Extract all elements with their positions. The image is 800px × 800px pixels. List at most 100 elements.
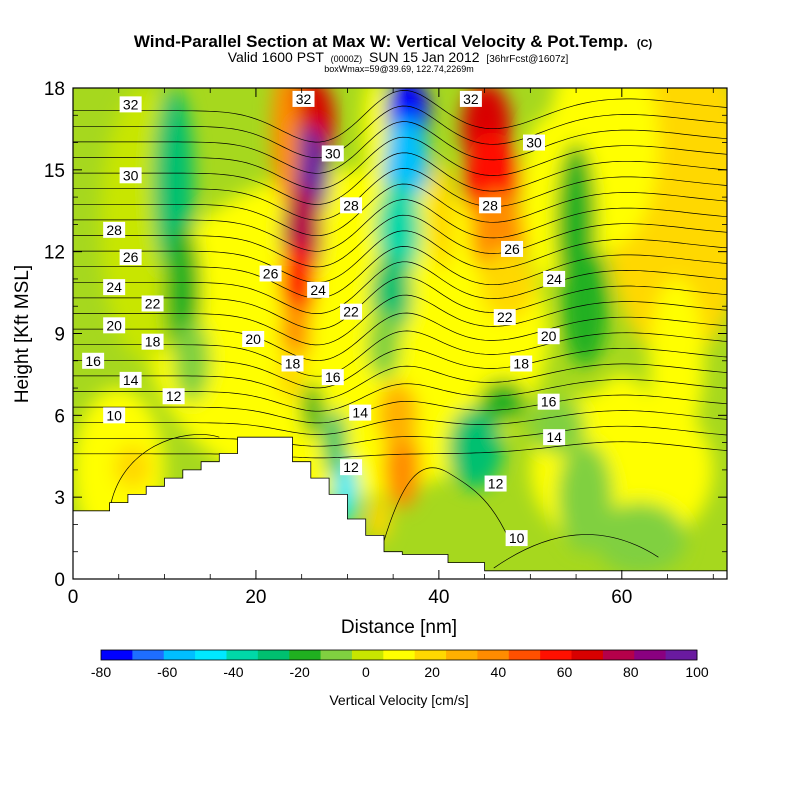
theta-label-text: 10 (509, 530, 525, 546)
theta-label-text: 26 (504, 241, 520, 257)
theta-label-text: 16 (325, 369, 341, 385)
theta-contour (73, 394, 727, 424)
theta-label-text: 28 (106, 222, 122, 238)
theta-contours (73, 90, 727, 569)
theta-label-text: 12 (166, 388, 182, 404)
theta-label-text: 32 (296, 91, 312, 107)
colorbar-tick-label: -60 (157, 664, 177, 680)
colorbar-label: Vertical Velocity [cm/s] (329, 692, 468, 708)
box-wmax-info: boxWmax=59@39.69, 122.74,2269m (324, 64, 473, 74)
colorbar-segment (602, 650, 635, 660)
colorbar-tick-label: 20 (424, 664, 440, 680)
theta-label-box (459, 90, 482, 107)
theta-label: 28 (479, 197, 502, 214)
theta-contour (73, 105, 727, 159)
y-tick-label: 9 (54, 325, 65, 346)
colorbar-tick-label: 0 (362, 664, 370, 680)
theta-label-box (141, 295, 164, 312)
theta-label: 18 (281, 355, 304, 372)
x-tick-label: 20 (245, 587, 266, 608)
theta-label-box (82, 352, 105, 369)
valid-date: SUN 15 Jan 2012 (369, 49, 480, 65)
theta-label-text: 24 (310, 282, 326, 298)
theta-label: 22 (493, 309, 516, 326)
theta-label-text: 18 (145, 334, 161, 350)
theta-label-box (119, 371, 142, 388)
theta-contour (73, 121, 727, 174)
x-tick-label: 60 (611, 587, 632, 608)
colorbar-segment (571, 650, 604, 660)
theta-label: 20 (537, 328, 560, 345)
theta-label-text: 12 (343, 459, 359, 475)
theta-label-box (281, 355, 304, 372)
theta-label-box (103, 221, 126, 238)
theta-contour (73, 294, 727, 346)
theta-label-text: 28 (482, 197, 498, 213)
colorbar: -80 -60 -40 -20 0 20 40 60 80 100 (91, 649, 709, 680)
theta-label: 18 (141, 333, 164, 350)
theta-contour (73, 90, 727, 143)
theta-label: 28 (340, 197, 363, 214)
y-tick-label: 18 (44, 79, 65, 100)
colorbar-tick-label: 100 (685, 664, 709, 680)
theta-label-text: 20 (106, 317, 122, 333)
colorbar-segment (289, 650, 322, 660)
theta-contour (73, 441, 727, 459)
theta-label-box (103, 317, 126, 334)
theta-label: 16 (82, 352, 105, 369)
theta-label-text: 26 (263, 265, 279, 281)
theta-labels: 3230282624222018161412103230282624222018… (82, 90, 566, 547)
colorbar-segment (540, 650, 573, 660)
x-tick-label: 0 (68, 587, 79, 608)
theta-label: 32 (292, 90, 315, 107)
colorbar-tick-label: -20 (290, 664, 310, 680)
theta-label: 18 (510, 355, 533, 372)
colorbar-segment (634, 650, 667, 660)
colorbar-segment (257, 650, 290, 660)
theta-label-text: 22 (145, 295, 161, 311)
theta-label-box (259, 265, 282, 282)
colorbar-tick-label: 60 (557, 664, 573, 680)
theta-label-box (103, 407, 126, 424)
x-tick-label: 40 (428, 587, 449, 608)
theta-label-box (484, 475, 507, 492)
theta-label-box (537, 393, 560, 410)
theta-contour (383, 467, 513, 547)
theta-contour (73, 312, 727, 361)
theta-label-box (307, 281, 330, 298)
theta-label-box (292, 90, 315, 107)
theta-contour (73, 152, 727, 205)
theta-contour (73, 214, 727, 268)
theta-label: 30 (119, 167, 142, 184)
y-tick-label: 15 (44, 161, 65, 182)
theta-label-text: 32 (463, 91, 479, 107)
theta-label-text: 20 (541, 328, 557, 344)
theta-label: 14 (119, 371, 142, 388)
theta-contour (73, 425, 727, 447)
theta-label-box (119, 167, 142, 184)
colorbar-segment (477, 650, 510, 660)
theta-contour (493, 534, 659, 569)
colorbar-segment (132, 650, 165, 660)
theta-label-box (119, 96, 142, 113)
theta-label-text: 16 (85, 353, 101, 369)
y-tick-label: 6 (54, 406, 65, 427)
theta-label: 30 (523, 134, 546, 151)
theta-label-text: 32 (123, 96, 139, 112)
theta-label: 20 (242, 330, 265, 347)
axes: 0 20 40 60 0 3 6 9 12 15 18 (44, 79, 727, 608)
colorbar-segment (414, 650, 447, 660)
svg-text:Wind-Parallel Section at Max W: Wind-Parallel Section at Max W: Vertical… (134, 32, 653, 51)
colorbar-segment (351, 650, 384, 660)
valid-time-utc: (0000Z) (331, 54, 363, 64)
theta-label-box (349, 404, 372, 421)
theta-label: 12 (162, 388, 185, 405)
theta-contour (73, 276, 727, 330)
theta-label-text: 14 (546, 429, 562, 445)
theta-label-text: 26 (123, 249, 139, 265)
y-tick-label: 12 (44, 243, 65, 264)
colorbar-tick-label: -40 (223, 664, 243, 680)
theta-label-box (537, 328, 560, 345)
theta-label: 10 (505, 530, 528, 547)
forecast-info: [36hrFcst@1607z] (486, 54, 568, 65)
